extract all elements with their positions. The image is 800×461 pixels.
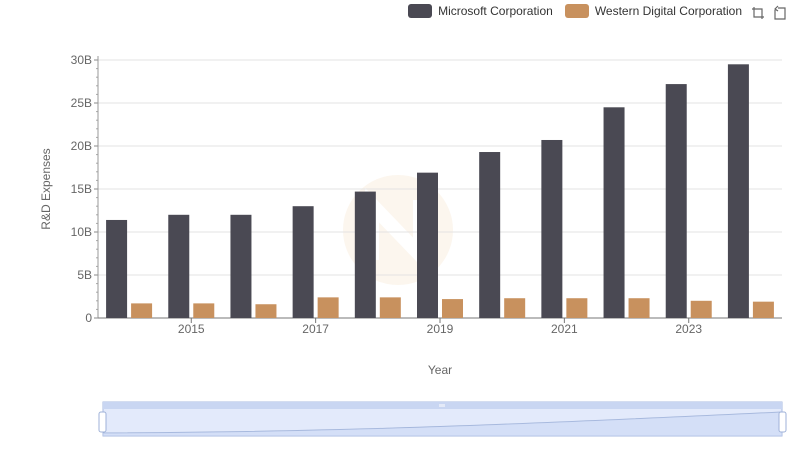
- restore-icon[interactable]: [772, 5, 788, 21]
- data-zoom-handle-left[interactable]: [98, 411, 107, 433]
- y-tick-label: 5B: [77, 268, 92, 282]
- bar-microsoft-2014[interactable]: [106, 219, 128, 318]
- legend-item-western-digital[interactable]: Western Digital Corporation: [564, 4, 742, 18]
- y-tick-label: 30B: [71, 53, 92, 67]
- bar-microsoft-2019[interactable]: [417, 172, 438, 318]
- y-tick-label: 25B: [71, 96, 92, 110]
- bar-microsoft-2024[interactable]: [727, 64, 749, 318]
- bar-microsoft-2021[interactable]: [541, 139, 563, 318]
- data-zoom-handle-right[interactable]: [778, 411, 787, 433]
- x-tick-label: 2015: [178, 322, 205, 336]
- bar-microsoft-2015[interactable]: [168, 214, 190, 318]
- bar-microsoft-2023[interactable]: [665, 84, 687, 318]
- bar-western-digital-2020[interactable]: [504, 298, 526, 318]
- y-tick-label: 10B: [71, 225, 92, 239]
- bar-microsoft-2016[interactable]: [230, 214, 252, 318]
- bar-western-digital-2023[interactable]: [690, 300, 712, 318]
- x-axis: 2015 2017 2019 2021 2023: [98, 317, 782, 336]
- bar-western-digital-2018[interactable]: [379, 297, 401, 318]
- chart-legend: Microsoft Corporation Western Digital Co…: [408, 4, 742, 18]
- zoom-icon[interactable]: [750, 5, 766, 21]
- data-zoom-slider[interactable]: [98, 401, 787, 437]
- bar-microsoft-2017[interactable]: [292, 206, 314, 318]
- legend-swatch-microsoft: [408, 4, 433, 18]
- x-tick-label: 2017: [302, 322, 329, 336]
- y-tick-label: 0: [85, 311, 92, 325]
- legend-item-microsoft[interactable]: Microsoft Corporation: [408, 4, 553, 18]
- bar-microsoft-2022[interactable]: [603, 107, 625, 318]
- y-tick-label: 15B: [71, 182, 92, 196]
- x-tick-label: 2021: [551, 322, 578, 336]
- x-tick-label: 2019: [427, 322, 454, 336]
- bar-microsoft-2018[interactable]: [354, 191, 376, 318]
- data-zoom-preview-line: [102, 411, 783, 434]
- data-zoom-grip-icon[interactable]: [439, 404, 445, 407]
- bar-western-digital-2019[interactable]: [442, 299, 463, 318]
- y-axis: 0 5B 10B 15B 20B 25B 30B: [71, 53, 99, 325]
- bar-western-digital-2021[interactable]: [566, 298, 588, 318]
- bar-western-digital-2016[interactable]: [255, 304, 277, 318]
- data-zoom-preview-area: [103, 412, 782, 436]
- bar-western-digital-2014[interactable]: [131, 303, 153, 318]
- bars-group: [106, 64, 774, 318]
- legend-swatch-western-digital: [564, 4, 589, 18]
- bar-western-digital-2017[interactable]: [317, 297, 339, 318]
- bar-microsoft-2020[interactable]: [479, 152, 501, 318]
- chart-toolbox: [750, 5, 788, 21]
- bar-western-digital-2022[interactable]: [628, 298, 650, 318]
- legend-label-western-digital: Western Digital Corporation: [594, 4, 742, 18]
- x-axis-label: Year: [428, 363, 452, 377]
- bar-western-digital-2015[interactable]: [193, 303, 215, 318]
- y-tick-label: 20B: [71, 139, 92, 153]
- bar-western-digital-2024[interactable]: [752, 301, 774, 318]
- y-axis-label: R&D Expenses: [39, 148, 53, 229]
- x-tick-label: 2023: [675, 322, 702, 336]
- legend-label-microsoft: Microsoft Corporation: [438, 4, 553, 18]
